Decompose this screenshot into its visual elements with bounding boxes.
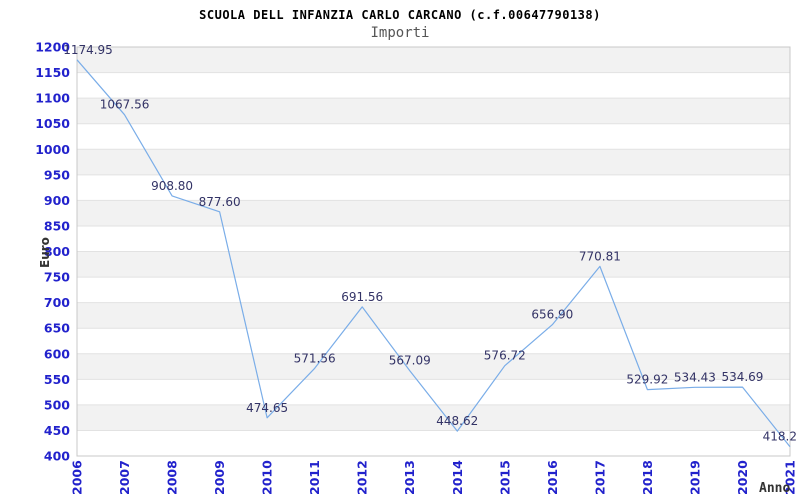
y-axis-tick-label: 750	[44, 270, 70, 285]
y-axis-tick-label: 850	[44, 218, 70, 233]
y-axis-tick-label: 600	[44, 346, 70, 361]
x-axis-tick-label: 2020	[735, 460, 750, 495]
y-axis-tick-label: 450	[44, 423, 70, 438]
x-axis-tick-label: 2021	[783, 460, 798, 495]
x-axis-tick-label: 2010	[260, 460, 275, 495]
plot-band	[77, 251, 790, 278]
x-axis-tick-label: 2016	[545, 460, 560, 495]
data-point-label: 534.43	[674, 370, 716, 384]
y-axis-tick-label: 700	[44, 295, 70, 310]
chart-subtitle: Importi	[370, 25, 430, 41]
y-axis-tick-label: 1150	[35, 65, 70, 80]
plot-band	[77, 149, 790, 175]
x-axis-tick-label: 2008	[165, 460, 180, 495]
x-axis-tick-label: 2011	[307, 460, 322, 495]
x-axis-tick-label: 2007	[117, 460, 132, 495]
data-point-label: 1067.56	[100, 98, 150, 112]
y-axis-tick-label: 1100	[35, 91, 70, 106]
x-axis-title: Anno	[759, 481, 790, 496]
plot-band	[77, 353, 790, 380]
data-line	[76, 59, 791, 448]
plot-band	[77, 302, 790, 329]
data-point-label: 448.62	[436, 414, 478, 428]
data-point-label: 656.90	[531, 308, 573, 322]
y-axis-title: Euro	[38, 237, 52, 268]
data-point-label: 1174.95	[63, 43, 113, 57]
x-axis-tick-label: 2012	[355, 460, 370, 495]
data-point-label: 571.56	[294, 351, 336, 365]
y-axis-tick-label: 650	[44, 321, 70, 336]
y-axis-tick-label: 550	[44, 372, 70, 387]
x-axis-tick-label: 2019	[687, 460, 702, 495]
x-axis-tick-label: 2015	[497, 460, 512, 495]
data-point-label: 770.81	[579, 249, 621, 263]
y-axis-tick-label: 950	[44, 167, 70, 182]
data-point-label: 908.80	[151, 179, 193, 193]
data-point-label: 474.65	[246, 401, 288, 415]
data-point-label: 418.2	[763, 430, 797, 444]
plot-band	[77, 404, 790, 431]
x-axis-tick-label: 2014	[450, 460, 465, 495]
y-axis-tick-label: 1000	[35, 142, 70, 157]
data-point-label: 691.56	[341, 290, 383, 304]
y-axis-tick-label: 400	[44, 449, 70, 464]
chart-title: SCUOLA DELL INFANZIA CARLO CARCANO (c.f.…	[199, 8, 601, 22]
y-axis-tick-label: 800	[44, 244, 70, 259]
x-axis-tick-label: 2013	[402, 460, 417, 495]
x-axis-tick-label: 2017	[592, 460, 607, 495]
plot-band	[77, 47, 790, 73]
data-point-label: 529.92	[626, 373, 668, 387]
y-axis-tick-label: 900	[44, 193, 70, 208]
y-axis-tick-label: 1200	[35, 40, 70, 55]
plot-border	[76, 46, 791, 457]
data-point-label: 567.09	[389, 354, 431, 368]
y-axis-tick-label: 500	[44, 397, 70, 412]
plot-band	[77, 98, 790, 124]
plot-band	[77, 200, 790, 226]
y-axis-tick-label: 1050	[35, 116, 70, 131]
data-point-label: 877.60	[199, 195, 241, 209]
data-point-label: 576.72	[484, 349, 526, 363]
data-point-label: 534.69	[721, 370, 763, 384]
x-axis-tick-label: 2006	[70, 460, 85, 495]
x-axis-tick-label: 2018	[640, 460, 655, 495]
x-axis-tick-label: 2009	[212, 460, 227, 495]
